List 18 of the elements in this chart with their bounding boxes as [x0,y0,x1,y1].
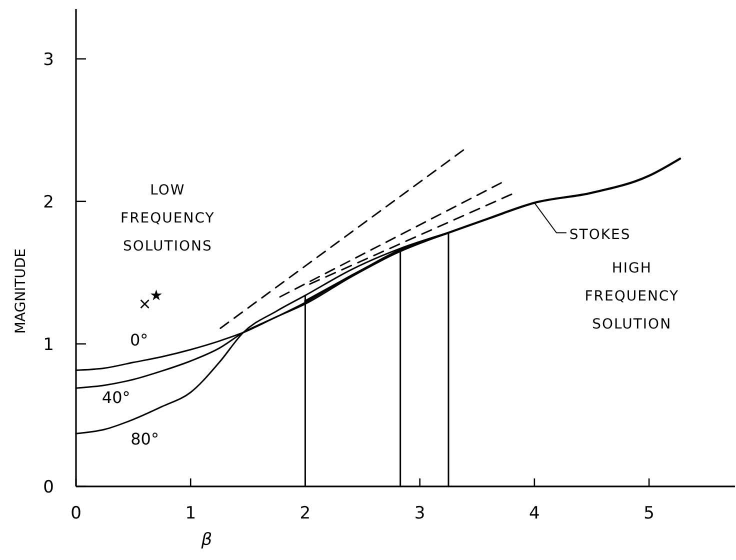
y-axis-title: MAGNITUDE [13,248,29,334]
series-label: 0° [130,330,148,350]
x-axis-title: β [200,530,212,550]
annotation: HIGH FREQUENCY SOLUTION [584,260,679,333]
x-tick-label: 0 [70,503,82,524]
x-tick-label: 3 [414,503,426,524]
y-tick-label: 3 [43,50,54,70]
y-tick-label: 2 [43,192,54,212]
x-tick-label: 4 [529,503,540,524]
series-label: 80° [130,429,159,448]
y-tick-label: 1 [43,334,54,355]
text: STOKES [569,226,631,243]
x-tick-label: 2 [300,503,311,524]
series-label: 40° [102,388,130,407]
annotation: LOW FREQUENCY SOLUTIONS [120,182,215,254]
x-tick-label: 1 [185,503,196,524]
y-tick-label: 0 [43,477,54,498]
x-tick-label: 5 [644,503,654,524]
